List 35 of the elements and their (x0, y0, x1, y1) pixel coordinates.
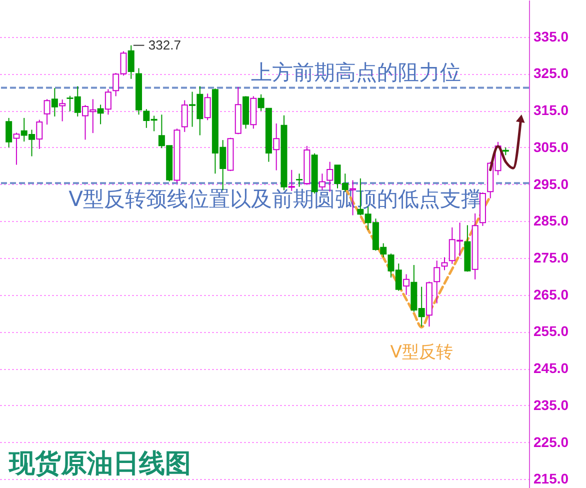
y-tick-label: 325.0 (534, 65, 569, 82)
candlestick (296, 173, 303, 188)
candlestick (51, 88, 58, 117)
candlestick (403, 274, 410, 296)
candlestick (258, 94, 264, 112)
ref-line-label: 上方前期高点的阻力位 (251, 60, 462, 85)
candlestick (36, 119, 43, 150)
y-tick-label: 275.0 (534, 250, 569, 266)
candlestick (273, 122, 280, 171)
candlestick (181, 100, 188, 132)
candlestick (204, 93, 211, 121)
y-tick-label: 305.0 (534, 138, 569, 155)
y-tick-label: 235.0 (534, 396, 569, 413)
candlestick (128, 44, 134, 80)
y-tick-label: 255.0 (534, 323, 569, 340)
y-tick-label: 265.0 (534, 286, 569, 302)
annotation: 332.7 (148, 37, 181, 52)
candlestick (104, 88, 112, 116)
candlestick (59, 99, 66, 122)
candlestick (318, 173, 326, 191)
y-tick-label: 285.0 (534, 212, 569, 229)
candlestick (13, 132, 20, 166)
y-tick-label: 335.0 (534, 28, 569, 44)
y-tick-label: 245.0 (534, 360, 569, 376)
y-tick-label: 215.0 (534, 470, 569, 487)
y-tick-label: 315.0 (534, 102, 569, 118)
annotation: V型反转 (390, 342, 453, 362)
y-tick-label: 295.0 (534, 176, 569, 192)
y-tick-label: 225.0 (534, 434, 569, 450)
candlestick (97, 104, 104, 125)
candlestick (44, 98, 50, 126)
candlestick (434, 260, 440, 304)
text: 现货原油日线图 (8, 449, 191, 479)
candlestick (6, 117, 12, 148)
candlestick (441, 256, 448, 271)
